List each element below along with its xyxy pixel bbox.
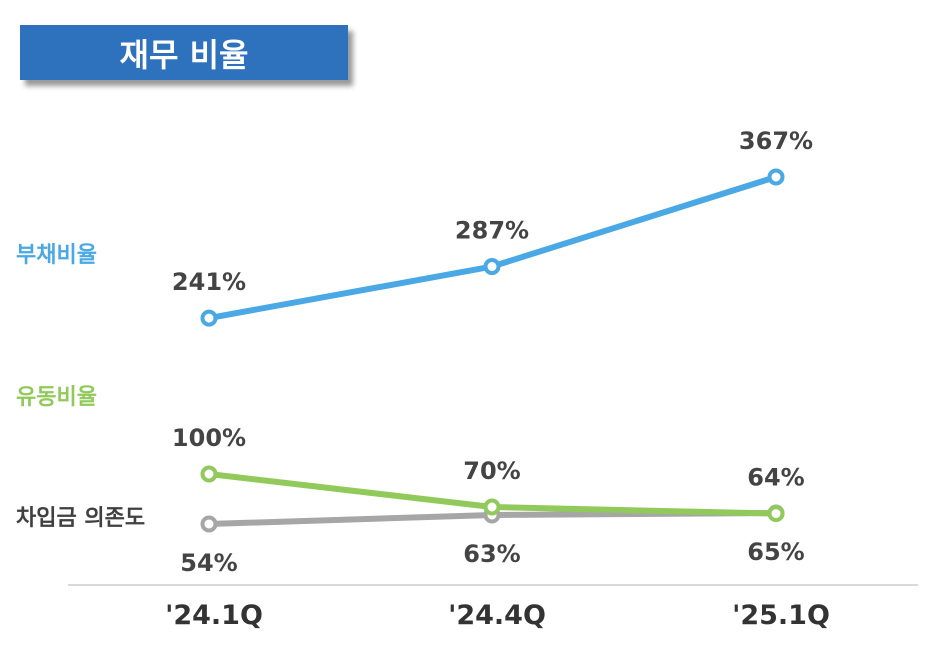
data-label: 287%	[455, 217, 529, 245]
series-name-label: 차입금 의존도	[16, 506, 145, 531]
x-tick-label: '25.1Q	[732, 600, 830, 631]
data-label: 100%	[172, 424, 246, 452]
series-line-1	[208, 174, 777, 322]
data-point	[767, 505, 785, 523]
data-point	[200, 515, 218, 533]
data-point	[483, 258, 501, 276]
data-point	[200, 309, 218, 327]
data-label: 63%	[463, 540, 520, 568]
data-point	[767, 168, 785, 186]
x-tick-label: '24.4Q	[448, 600, 546, 631]
data-label: 241%	[172, 268, 246, 296]
x-tick-label: '24.1Q	[165, 600, 263, 631]
chart-title: 재무 비율	[20, 25, 348, 80]
data-label: 70%	[463, 457, 520, 485]
data-label: 367%	[739, 127, 813, 155]
data-label: 54%	[180, 549, 237, 577]
data-point	[200, 465, 218, 483]
data-label: 65%	[747, 538, 804, 566]
series-name-label: 유동비율	[16, 385, 97, 410]
data-label: 64%	[747, 464, 804, 492]
data-point	[483, 498, 501, 516]
series-name-label: 부채비율	[16, 243, 97, 268]
